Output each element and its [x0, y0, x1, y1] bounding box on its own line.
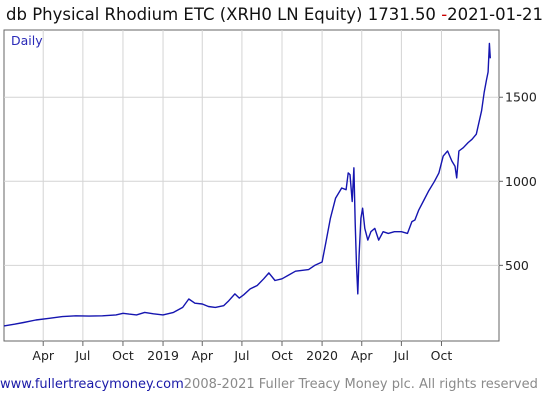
plot-frame — [3, 29, 500, 342]
x-tick-label: Apr — [351, 348, 373, 363]
footer-site-link[interactable]: www.fullertreacymoney.com — [0, 377, 184, 392]
series-line — [3, 42, 491, 327]
x-tick-label: Oct — [271, 348, 293, 363]
x-tick-label: 2020 — [306, 348, 338, 363]
axis-ticks: Apr Jul Oct 2019 Apr Jul Oct 2020 Apr Jul Oct 500 10… — [32, 90, 536, 363]
grid-lines — [4, 30, 499, 341]
x-tick-label: 2019 — [147, 348, 179, 363]
y-tick-label: 1500 — [505, 90, 537, 105]
x-tick-label: Jul — [233, 348, 249, 363]
footer-copyright: 2008-2021 Fuller Treacy Money plc. All r… — [183, 377, 538, 392]
x-tick-label: Jul — [393, 348, 409, 363]
footer: www.fullertreacymoney.com2008-2021 Fulle… — [0, 376, 550, 394]
date-dash: - — [441, 5, 448, 24]
x-tick-label: Apr — [191, 348, 213, 363]
x-tick-label: Oct — [431, 348, 453, 363]
y-tick-label: 500 — [505, 258, 529, 273]
title-date: 2021-01-21 — [447, 5, 544, 24]
x-tick-label: Apr — [32, 348, 54, 363]
y-tick-label: 1000 — [505, 174, 537, 189]
title-text: db Physical Rhodium ETC (XRH0 LN Equity)… — [6, 5, 436, 24]
chart-title: db Physical Rhodium ETC (XRH0 LN Equity)… — [6, 2, 550, 28]
period-label: Daily — [11, 33, 43, 48]
x-tick-label: Oct — [112, 348, 134, 363]
x-tick-label: Jul — [74, 348, 90, 363]
